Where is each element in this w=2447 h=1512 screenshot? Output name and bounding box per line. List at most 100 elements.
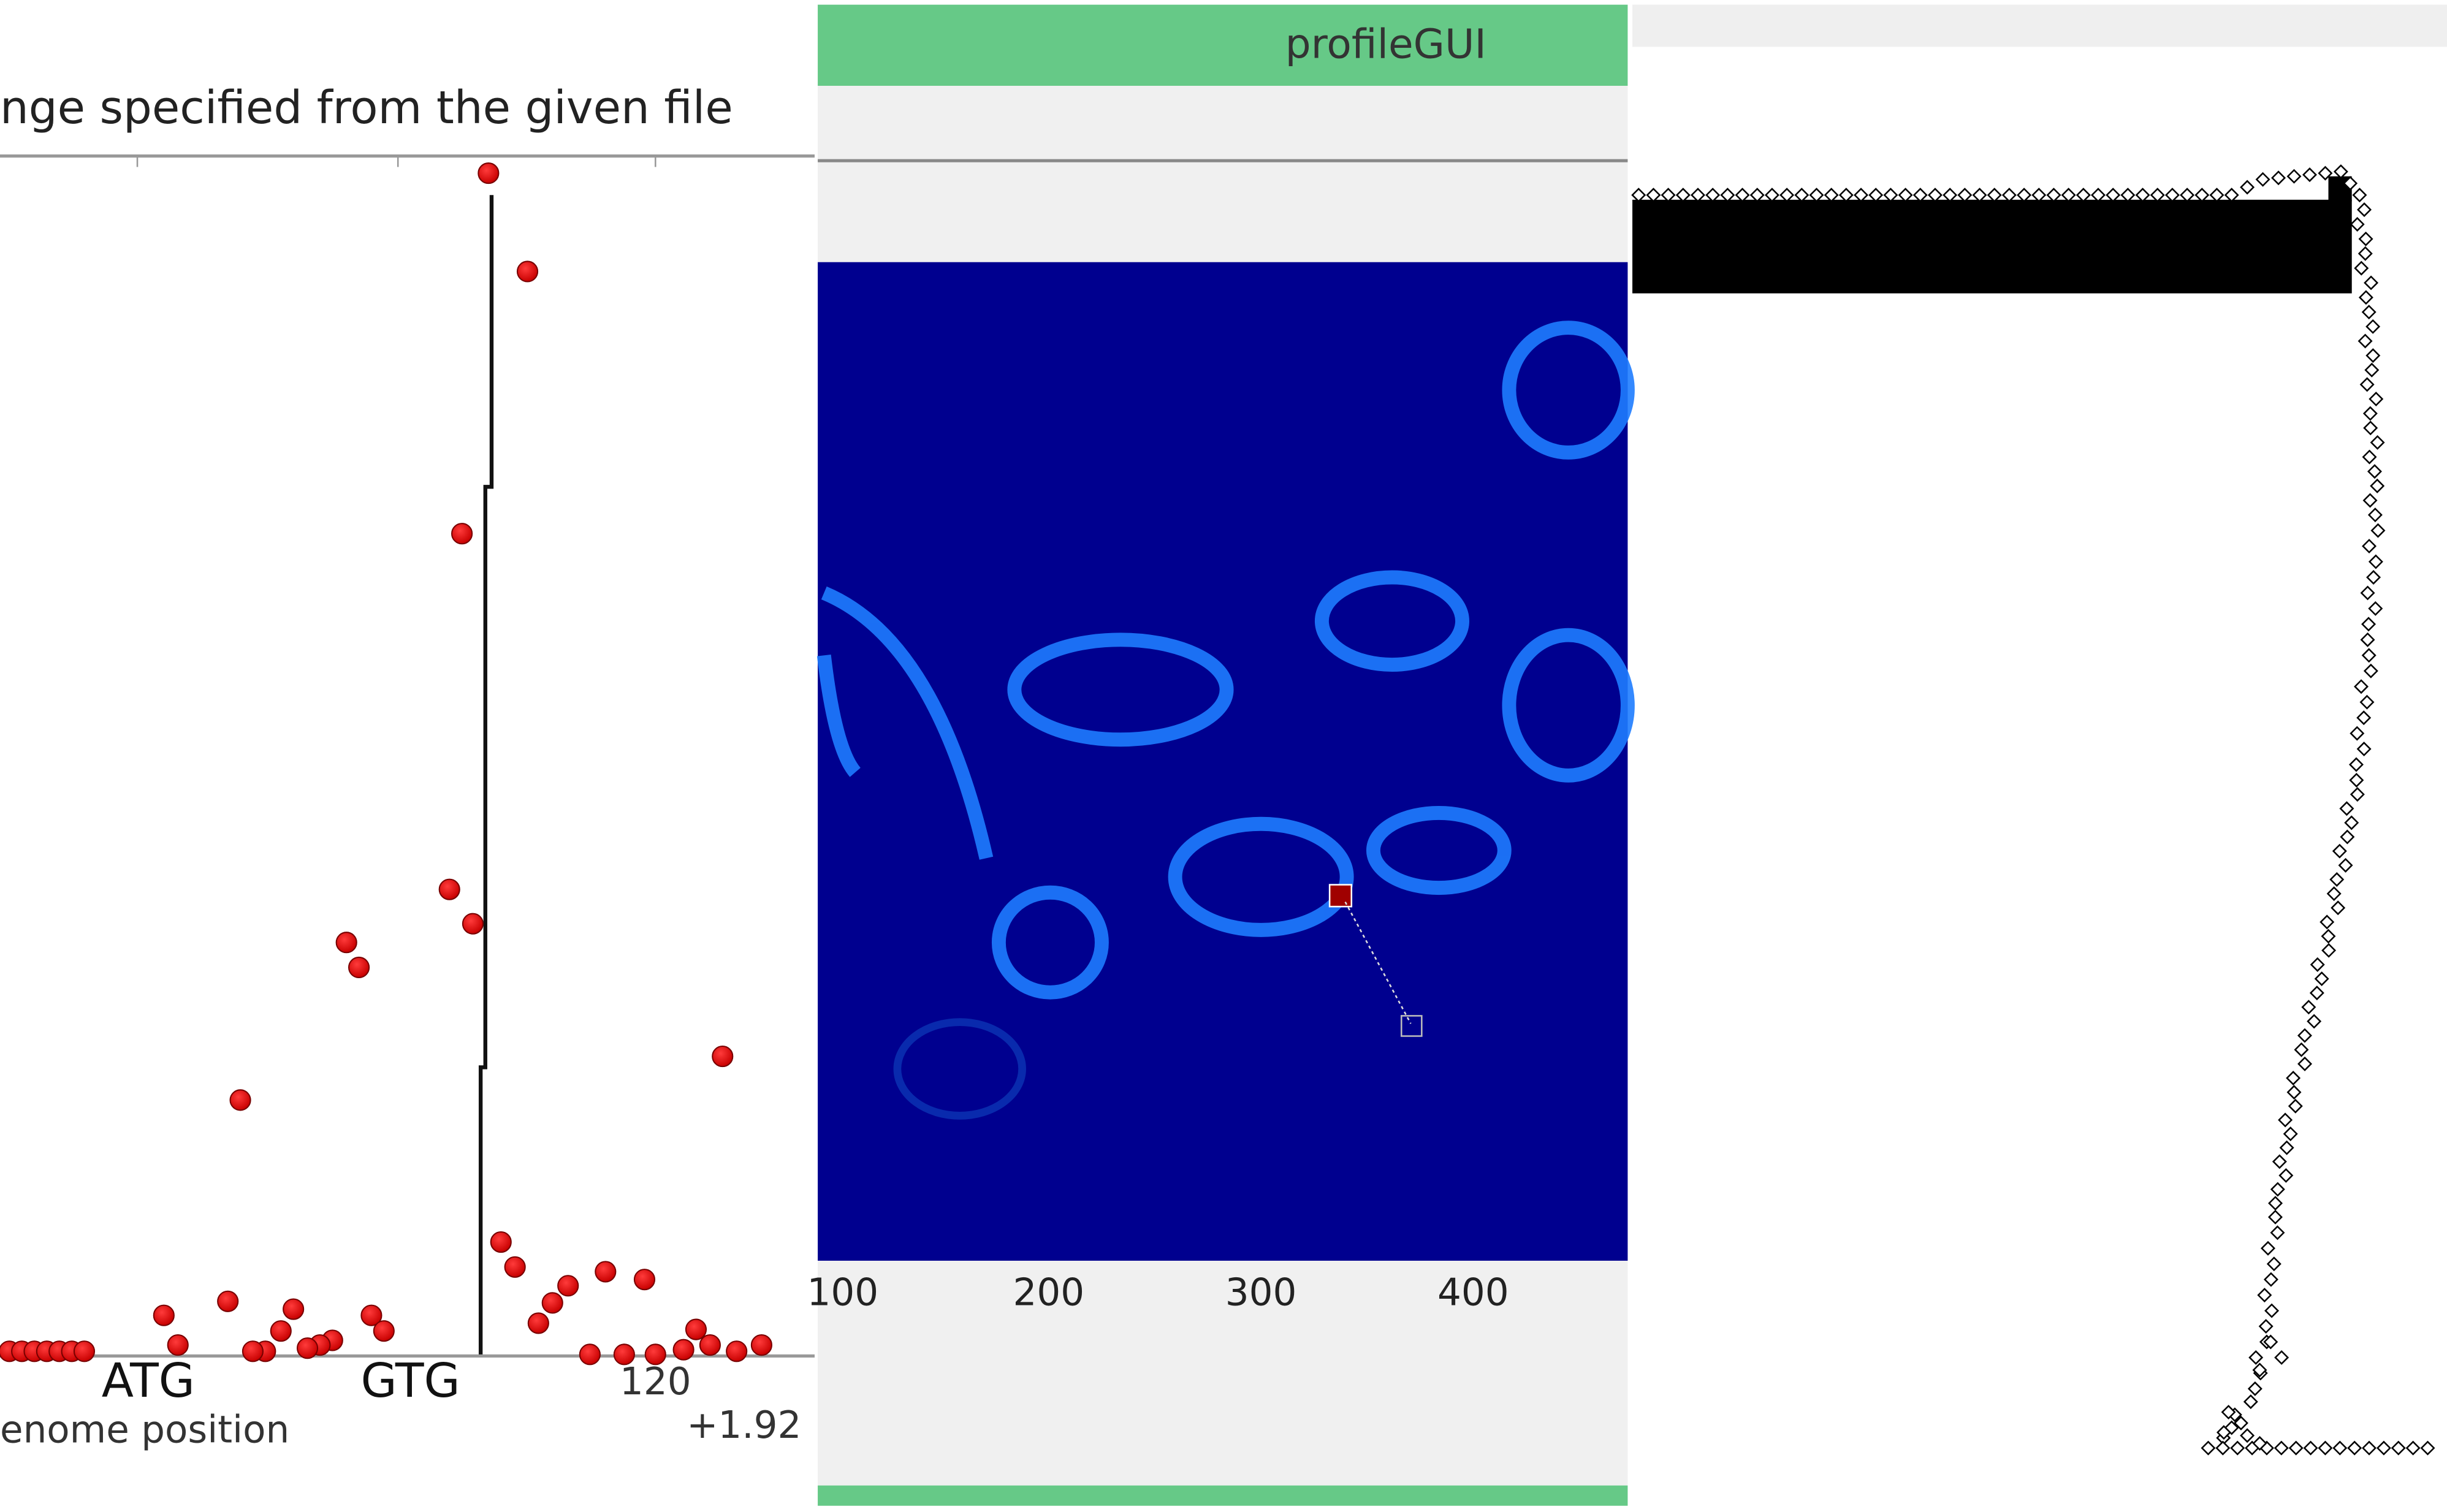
dot	[153, 1304, 175, 1326]
dot	[462, 913, 484, 935]
marker	[2420, 1440, 2435, 1456]
marker	[2364, 362, 2380, 378]
dot	[167, 1334, 189, 1356]
marker	[2233, 1415, 2248, 1430]
dot	[726, 1340, 748, 1362]
marker	[2031, 188, 2047, 203]
dot	[579, 1343, 601, 1366]
status-bar	[818, 1485, 1628, 1506]
marker	[1749, 188, 1765, 203]
marker	[2297, 1056, 2312, 1071]
dot	[613, 1343, 635, 1366]
dot	[478, 162, 500, 184]
left-panel: nge specified from the given file ATG GT…	[0, 0, 815, 1512]
marker	[1927, 188, 1943, 203]
marker	[2224, 188, 2239, 203]
marker	[2361, 305, 2377, 320]
dot	[633, 1269, 656, 1291]
tick-label: 300	[1225, 1271, 1297, 1315]
dot	[348, 956, 370, 979]
marker	[2283, 1126, 2298, 1142]
marker	[2258, 1319, 2274, 1334]
marker	[2350, 216, 2365, 232]
marker	[2358, 290, 2373, 305]
marker	[2309, 986, 2324, 1001]
dot	[335, 932, 357, 954]
dot	[373, 1320, 395, 1342]
dot	[296, 1337, 319, 1359]
marker	[2252, 1362, 2267, 1378]
top-bar	[1632, 4, 2447, 47]
marker	[2263, 1272, 2278, 1287]
profile-markers	[1631, 164, 2435, 1456]
dot	[712, 1046, 734, 1068]
marker	[2333, 164, 2348, 180]
dot	[672, 1339, 695, 1361]
marker	[2347, 1440, 2362, 1456]
marker	[1972, 188, 1987, 203]
marker	[2260, 1240, 2275, 1256]
tick-label: 400	[1437, 1271, 1509, 1315]
marker	[2106, 188, 2121, 203]
marker	[2270, 1225, 2285, 1240]
marker	[1646, 188, 1661, 203]
marker	[2215, 1440, 2231, 1456]
marker	[1854, 188, 1868, 203]
right-panel	[1631, 4, 2447, 1456]
marker	[2361, 617, 2377, 632]
marker	[2358, 246, 2373, 261]
marker	[2274, 1350, 2289, 1365]
marker	[2344, 815, 2359, 830]
marker	[2361, 648, 2377, 663]
marker	[2368, 601, 2383, 616]
marker	[2329, 872, 2345, 887]
marker	[2194, 188, 2210, 203]
marker	[2362, 449, 2377, 465]
marker	[2332, 843, 2347, 859]
marker	[2339, 801, 2354, 816]
scatter-points	[0, 162, 772, 1366]
marker	[2288, 1440, 2304, 1456]
dot	[699, 1334, 721, 1356]
dot	[595, 1261, 617, 1283]
axis-area	[818, 1261, 1628, 1486]
marker	[2354, 260, 2369, 276]
marker	[2274, 1440, 2289, 1456]
marker	[2360, 632, 2375, 647]
marker	[2286, 169, 2302, 184]
marker	[2365, 319, 2381, 334]
marker	[2318, 1440, 2333, 1456]
marker	[2221, 1405, 2236, 1420]
tick-label: 200	[1013, 1271, 1085, 1315]
marker	[1943, 188, 1958, 203]
marker	[1720, 188, 1735, 203]
marker	[2268, 1196, 2283, 1211]
marker	[2263, 1334, 2278, 1350]
toolbar	[818, 86, 1628, 262]
middle-panel: profileGUI 100 200 300 400	[807, 4, 1635, 1506]
tick-label: ATG	[102, 1354, 195, 1408]
marker	[2350, 726, 2365, 741]
marker	[2288, 1098, 2303, 1114]
marker	[2362, 539, 2377, 554]
marker	[2391, 1440, 2406, 1456]
marker	[2286, 1071, 2301, 1085]
marker	[2201, 1440, 2216, 1456]
marker	[2320, 914, 2335, 930]
profile-line	[1344, 901, 1412, 1024]
marker	[1794, 188, 1810, 203]
marker	[1883, 188, 1898, 203]
dot	[283, 1298, 305, 1320]
marker	[2405, 1440, 2421, 1456]
marker	[2301, 1000, 2316, 1015]
dot	[451, 523, 473, 545]
marker	[1809, 188, 1824, 203]
dot	[73, 1340, 96, 1362]
panel-bg	[0, 0, 815, 1512]
marker	[2348, 757, 2364, 772]
marker	[1631, 188, 1646, 203]
marker	[2061, 188, 2076, 203]
dot	[557, 1275, 579, 1297]
